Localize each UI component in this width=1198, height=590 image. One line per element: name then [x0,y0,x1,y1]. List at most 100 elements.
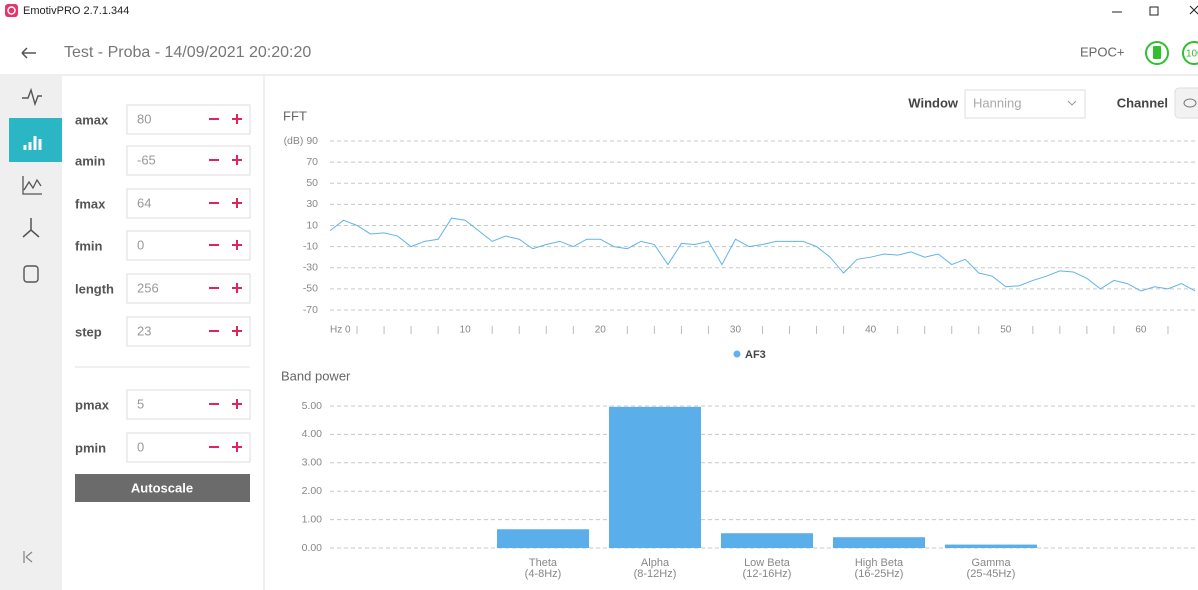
legend-swatch [733,350,741,358]
y-tick-label: 30 [306,198,318,210]
y-tick-label: -10 [303,240,318,252]
increment-button[interactable] [232,326,242,336]
x-tick-label: Low Beta [744,557,791,569]
device-name: EPOC+ [1080,44,1124,59]
setting-value: 64 [137,195,151,210]
setting-input[interactable] [126,432,251,463]
setting-value: -65 [137,152,156,167]
x-tick-label: (16-25Hz) [855,568,904,580]
app-icon [5,4,18,17]
setting-value: 256 [137,280,159,295]
bar [721,533,813,548]
setting-label: step [75,324,102,339]
y-tick-label: 70 [306,156,318,168]
fft-line [329,217,1196,292]
collapse-sidebar[interactable] [23,551,33,563]
x-tick-label: (4-8Hz) [525,568,562,580]
channel-toggle[interactable] [1174,87,1198,119]
y-tick-label: 10 [306,219,318,231]
setting-label: fmax [75,196,106,211]
setting-value: 23 [137,323,151,338]
nav-fft-icon [23,136,42,150]
channel-label: Channel [1117,95,1168,110]
window-label: Window [908,95,959,110]
x-tick-label: 40 [865,325,877,336]
setting-value: 5 [137,396,144,411]
setting-label: pmax [75,397,110,412]
window-value: Hanning [973,95,1021,110]
window-select[interactable] [964,89,1086,119]
increment-button[interactable] [232,240,242,250]
increment-button[interactable] [232,155,242,165]
y-tick-label: 5.00 [302,400,323,412]
x-tick-label: 30 [730,325,742,336]
signal-quality: 100 [1186,49,1198,60]
close-button[interactable] [1189,5,1198,15]
battery-level [1153,46,1161,59]
nav-motion[interactable] [22,218,40,238]
y-tick-label: (dB) 90 [284,135,319,147]
y-tick-label: -50 [303,283,318,295]
x-tick-label: High Beta [855,557,904,569]
setting-value: 80 [137,111,151,126]
setting-value: 0 [137,439,144,454]
setting-input[interactable] [126,273,251,304]
increment-button[interactable] [232,442,242,452]
bar [609,406,701,548]
restore-button[interactable] [1149,6,1159,16]
x-tick-label: 50 [1000,325,1012,336]
x-tick-label: Hz 0 [330,325,351,336]
y-tick-label: 3.00 [302,457,323,469]
y-tick-label: -30 [303,262,318,274]
eye-icon [1183,98,1197,108]
setting-input[interactable] [126,316,251,347]
setting-label: fmin [75,238,103,253]
nav-markers[interactable] [23,265,39,283]
y-tick-label: 0.00 [302,542,323,554]
increment-button[interactable] [232,198,242,208]
setting-input[interactable] [126,145,251,176]
y-tick-label: 4.00 [302,428,323,440]
signal-icon [1182,41,1198,65]
setting-label: pmin [75,440,106,455]
x-tick-label: Alpha [641,557,670,569]
increment-button[interactable] [232,399,242,409]
setting-label: amax [75,112,109,127]
setting-value: 0 [137,237,144,252]
x-tick-label: (12-16Hz) [743,568,792,580]
battery-icon [1145,41,1169,65]
setting-label: amin [75,153,105,168]
legend-label: AF3 [745,349,766,361]
bar [497,529,589,548]
chart-title: FFT [283,108,307,123]
autoscale-button[interactable] [75,474,250,502]
chart-title: Band power [281,368,351,383]
y-tick-label: -70 [303,304,318,316]
x-tick-label: (8-12Hz) [634,568,677,580]
window-title: EmotivPRO 2.7.1.344 [23,5,129,17]
window-chevron [1067,100,1077,106]
nav-performance[interactable] [22,176,42,195]
x-tick-label: 10 [460,325,472,336]
increment-button[interactable] [232,283,242,293]
setting-input[interactable] [126,230,251,261]
x-tick-label: (25-45Hz) [967,568,1016,580]
x-tick-label: 60 [1135,325,1147,336]
y-tick-label: 50 [306,177,318,189]
x-tick-label: Gamma [971,557,1011,569]
nav-raw-data[interactable] [22,87,42,107]
setting-input[interactable] [126,188,251,219]
bar [833,537,925,548]
y-tick-label: 2.00 [302,485,323,497]
autoscale-label: Autoscale [131,480,193,495]
x-tick-label: 20 [595,325,607,336]
app-icon-mark [7,6,16,15]
session-title: Test - Proba - 14/09/2021 20:20:20 [64,44,311,61]
setting-input[interactable] [126,389,251,420]
bar [945,544,1037,548]
setting-input[interactable] [126,104,251,135]
back-button[interactable] [21,47,36,59]
setting-label: length [75,281,114,296]
increment-button[interactable] [232,114,242,124]
